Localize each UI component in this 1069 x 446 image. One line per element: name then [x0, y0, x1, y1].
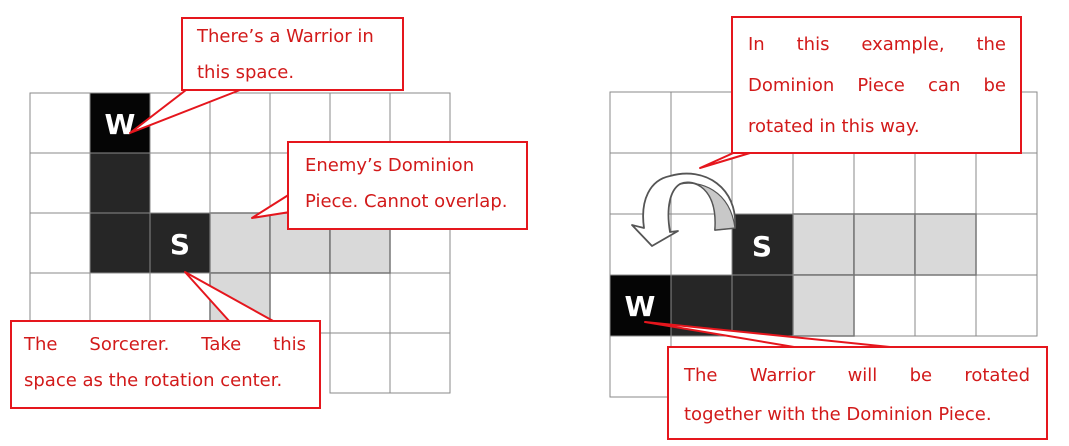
right-example-callout-line3: rotated in this way.: [748, 116, 920, 137]
right-example-callout-line1: In this example, the: [748, 34, 1006, 55]
left-sorcerer-callout-line2: space as the rotation center.: [24, 370, 283, 391]
right-sorcerer-label: S: [752, 230, 772, 263]
left-sorcerer-label: S: [170, 228, 190, 261]
right-player-dominion-piece: [609, 213, 794, 337]
left-player-dominion-piece: [89, 92, 211, 274]
right-example-callout-line2: Dominion Piece can be: [748, 75, 1006, 96]
left-enemy-callout-line2: Piece. Cannot overlap.: [305, 191, 508, 212]
right-warrior-callout: The Warrior will be rotated together wit…: [667, 346, 1048, 440]
right-example-callout: In this example, the Dominion Piece can …: [731, 16, 1022, 154]
right-warrior-label: W: [625, 290, 656, 323]
left-sorcerer-callout-line1: The Sorcerer. Take this: [24, 334, 306, 355]
left-enemy-callout: Enemy’s Dominion Piece. Cannot overlap.: [287, 141, 528, 230]
right-warrior-callout-line1: The Warrior will be rotated: [684, 365, 1030, 386]
left-sorcerer-callout: The Sorcerer. Take this space as the rot…: [10, 320, 321, 409]
left-warrior-callout-line1: There’s a Warrior in: [197, 26, 374, 47]
curved-rotation-arrow-icon: [631, 172, 736, 247]
left-enemy-callout-line1: Enemy’s Dominion: [305, 155, 475, 176]
left-warrior-callout-line2: this space.: [197, 62, 295, 83]
right-warrior-callout-line2: together with the Dominion Piece.: [684, 404, 992, 425]
left-warrior-callout: There’s a Warrior in this space.: [181, 17, 404, 91]
right-enemy-dominion-piece: [792, 213, 977, 337]
left-warrior-label: W: [105, 108, 136, 141]
callout-pointers: [129, 89, 901, 349]
